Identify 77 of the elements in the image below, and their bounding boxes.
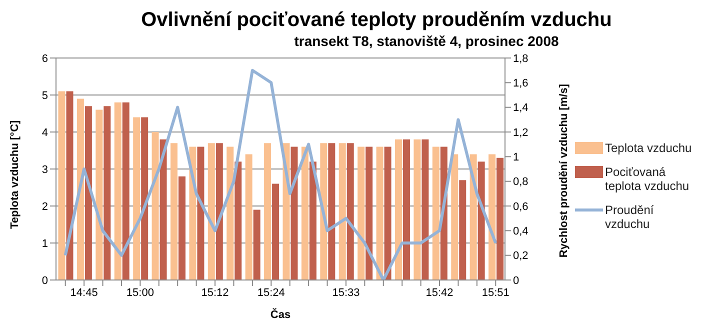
bar — [402, 139, 410, 280]
y-tick-label: 0 — [42, 274, 48, 287]
bar — [104, 106, 111, 280]
y2-tick-label: 1,6 — [513, 78, 528, 90]
x-tick-label: 15:00 — [126, 286, 154, 299]
bar — [301, 146, 308, 280]
chart-subtitle: transekt T8, stanoviště 4, prosinec 2008 — [293, 32, 560, 50]
y2-tick-label: 1,2 — [513, 126, 528, 139]
x-tick-label: 14:45 — [70, 286, 98, 299]
bar — [272, 184, 280, 280]
line-series — [64, 68, 498, 280]
bar — [451, 154, 458, 280]
bar — [253, 210, 260, 280]
bar — [366, 146, 373, 280]
bar — [58, 91, 66, 280]
bar — [394, 139, 402, 280]
bar — [264, 143, 272, 280]
bar — [346, 143, 354, 280]
bar — [226, 146, 234, 280]
bar — [141, 117, 148, 280]
y2-tick-label: 1,8 — [513, 52, 528, 65]
bar — [459, 180, 466, 280]
bar — [432, 146, 440, 280]
bar — [170, 143, 178, 280]
bar — [290, 146, 298, 280]
y-tick-label: 5 — [42, 90, 48, 102]
bar — [197, 146, 204, 280]
x-tick-label: 15:24 — [257, 286, 285, 299]
bar — [376, 146, 384, 280]
bar — [160, 139, 167, 280]
x-axis-title: Čas — [270, 308, 291, 321]
x-tick-label: 15:33 — [332, 286, 360, 299]
bar — [414, 139, 421, 280]
y2-axis-title: Rychlost proudění vzduchu [m/s] — [558, 84, 570, 258]
bar — [470, 154, 477, 280]
y-tick-label: 4 — [42, 126, 48, 139]
bar — [488, 154, 496, 280]
legend-label: Proudění vzduchu — [605, 203, 655, 231]
bar — [338, 143, 346, 280]
y2-tick-label: 0,6 — [513, 200, 528, 213]
bar — [234, 162, 242, 280]
y-tick-label: 6 — [42, 52, 48, 65]
bar — [66, 91, 74, 280]
chart-title: Ovlivnění pociťované teploty prouděním vzduchu — [140, 8, 613, 32]
bar — [309, 162, 316, 280]
bar — [178, 176, 186, 280]
bar — [152, 132, 159, 280]
bar — [358, 146, 365, 280]
bar — [422, 139, 429, 280]
legend-label: Teplota vzduchu — [605, 141, 692, 155]
bar — [384, 146, 392, 280]
bar — [114, 102, 122, 280]
bar — [76, 98, 84, 280]
y2-tick-label: 0,4 — [513, 226, 528, 238]
bar — [96, 110, 103, 280]
bar — [496, 158, 504, 280]
bar — [208, 143, 215, 280]
bar — [216, 143, 223, 280]
legend-label: Pociťovaná teplota vzduchu — [605, 165, 690, 193]
y2-tick-label: 0,8 — [513, 176, 528, 188]
y2-tick-label: 1 — [513, 152, 520, 164]
y2-tick-label: 1,4 — [513, 102, 528, 114]
x-tick-label: 15:12 — [201, 286, 229, 299]
y-tick-label: 3 — [42, 164, 48, 176]
y-axis-title: Teplota vzduchu [°C] — [8, 120, 21, 229]
bar — [133, 117, 140, 280]
y-tick-label: 1 — [42, 238, 48, 250]
x-tick-label: 15:51 — [482, 286, 510, 299]
bar — [122, 102, 130, 280]
bar — [245, 154, 252, 280]
y-tick-label: 2 — [42, 200, 48, 213]
y2-tick-label: 0,2 — [513, 250, 528, 262]
y2-tick-label: 0 — [513, 274, 520, 287]
bar — [84, 106, 92, 280]
bar — [478, 162, 485, 280]
x-tick-label: 15:42 — [426, 286, 454, 299]
bar — [328, 143, 336, 280]
